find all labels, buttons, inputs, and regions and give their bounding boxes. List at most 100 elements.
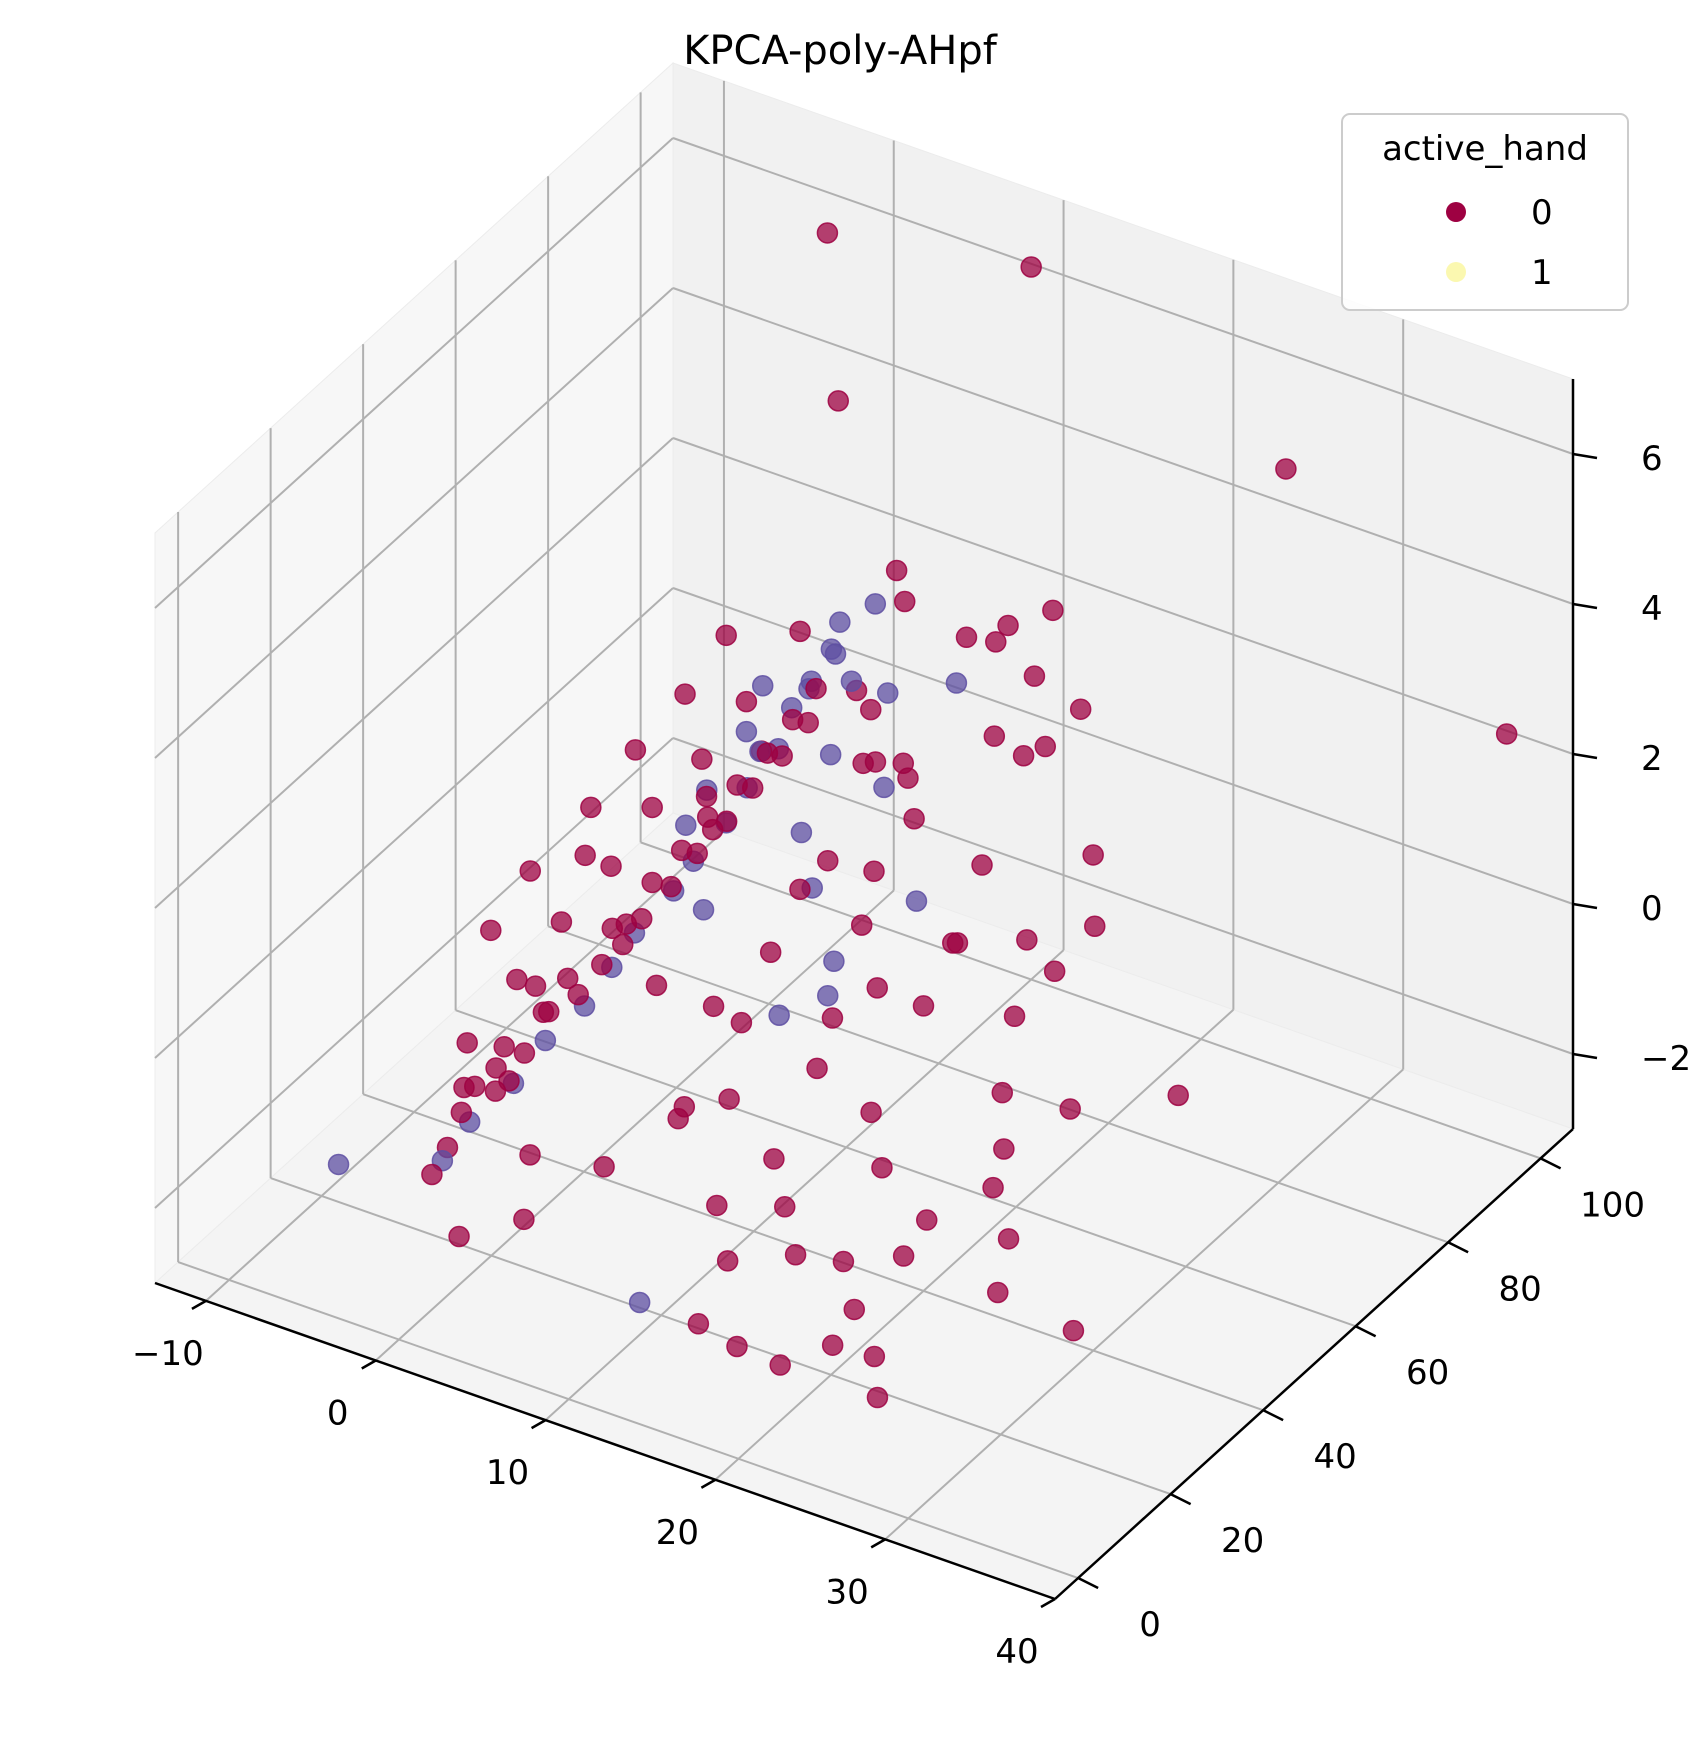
data-point-series-1 bbox=[840, 670, 863, 692]
z-tick bbox=[1572, 602, 1598, 610]
x-tick-label: 40 bbox=[995, 1632, 1038, 1672]
data-point-series-0 bbox=[615, 913, 638, 935]
data-point-series-0 bbox=[756, 742, 779, 764]
data-point-series-0 bbox=[574, 844, 596, 867]
data-point-series-0 bbox=[1023, 665, 1046, 687]
grid-y-floor bbox=[455, 1009, 1356, 1328]
data-point-series-1 bbox=[829, 611, 851, 633]
data-point-series-0 bbox=[624, 739, 647, 761]
data-point-series-0 bbox=[691, 748, 713, 770]
legend-label-1: 1 bbox=[1531, 253, 1553, 293]
grid-x-floor bbox=[714, 1009, 1235, 1481]
y-tick bbox=[1262, 1409, 1284, 1422]
data-point-series-0 bbox=[850, 914, 873, 936]
y-tick-label: 80 bbox=[1498, 1269, 1541, 1309]
legend-title: active_hand bbox=[1382, 129, 1588, 169]
data-point-series-0 bbox=[506, 968, 528, 991]
data-point-series-0 bbox=[450, 1101, 473, 1124]
grid-y-floor bbox=[362, 1093, 1264, 1412]
legend-marker-1 bbox=[1446, 262, 1466, 282]
data-point-series-0 bbox=[556, 967, 579, 990]
chart-points bbox=[327, 222, 1518, 1409]
data-point-series-0 bbox=[784, 1243, 807, 1266]
data-point-series-1 bbox=[534, 1029, 557, 1052]
data-point-series-1 bbox=[735, 720, 758, 743]
data-point-series-0 bbox=[893, 590, 916, 613]
data-point-series-0 bbox=[716, 1250, 739, 1272]
data-point-series-0 bbox=[580, 796, 602, 819]
data-point-series-0 bbox=[1016, 929, 1038, 951]
z-tick bbox=[1572, 452, 1598, 460]
data-point-series-1 bbox=[873, 776, 895, 799]
data-point-series-0 bbox=[524, 975, 547, 997]
data-point-series-0 bbox=[480, 919, 502, 942]
data-point-series-0 bbox=[493, 1035, 515, 1058]
data-point-series-0 bbox=[593, 1156, 615, 1178]
y-tick-label: 60 bbox=[1406, 1353, 1449, 1393]
data-point-series-0 bbox=[985, 631, 1007, 653]
data-point-series-0 bbox=[513, 1042, 536, 1064]
x-axis-line bbox=[154, 1281, 1056, 1601]
data-point-series-0 bbox=[485, 1057, 507, 1079]
grid-y-floor bbox=[270, 1177, 1171, 1496]
data-point-series-0 bbox=[670, 839, 693, 862]
chart-title: KPCA-poly-AHpf bbox=[683, 28, 998, 74]
data-point-series-0 bbox=[987, 1281, 1009, 1304]
data-point-series-0 bbox=[519, 1144, 541, 1166]
legend-marker-0 bbox=[1446, 202, 1466, 222]
y-axis-line bbox=[1054, 1128, 1574, 1600]
data-point-series-0 bbox=[827, 390, 850, 412]
data-point-series-0 bbox=[730, 1011, 753, 1034]
grid-z-back bbox=[672, 287, 1574, 605]
data-point-series-0 bbox=[667, 1107, 689, 1130]
x-tick-label: 30 bbox=[826, 1572, 869, 1612]
data-point-series-1 bbox=[819, 743, 842, 766]
data-point-series-0 bbox=[1167, 1084, 1189, 1107]
data-point-series-0 bbox=[993, 1138, 1015, 1160]
data-point-series-0 bbox=[866, 1386, 889, 1409]
grid-x-floor bbox=[884, 1068, 1404, 1541]
x-tick-label: 20 bbox=[656, 1513, 699, 1553]
data-point-series-0 bbox=[645, 974, 668, 997]
z-tick bbox=[1572, 752, 1598, 760]
z-tick-label: 2 bbox=[1641, 739, 1663, 779]
x-tick bbox=[361, 1359, 377, 1370]
data-point-series-1 bbox=[905, 890, 928, 912]
data-point-series-1 bbox=[945, 672, 968, 694]
data-point-series-0 bbox=[789, 878, 811, 901]
y-tick bbox=[1447, 1241, 1469, 1254]
x-tick bbox=[870, 1538, 886, 1549]
data-point-series-1 bbox=[823, 950, 845, 973]
data-point-series-0 bbox=[612, 933, 634, 956]
data-point-series-0 bbox=[997, 1228, 1020, 1250]
data-point-series-0 bbox=[687, 1313, 710, 1335]
z-tick-label: 6 bbox=[1641, 439, 1663, 479]
z-tick-label: −2 bbox=[1641, 1039, 1691, 1079]
data-point-series-0 bbox=[1082, 844, 1104, 866]
data-point-series-0 bbox=[567, 983, 589, 1006]
data-point-series-0 bbox=[532, 1001, 555, 1024]
data-point-series-0 bbox=[860, 1101, 882, 1124]
data-point-series-0 bbox=[789, 620, 811, 643]
data-point-series-0 bbox=[863, 1345, 886, 1368]
data-point-series-1 bbox=[327, 1153, 350, 1176]
data-point-series-0 bbox=[816, 222, 839, 244]
data-point-series-0 bbox=[456, 1032, 478, 1054]
y-tick bbox=[1170, 1492, 1192, 1506]
data-point-series-0 bbox=[641, 796, 663, 819]
data-point-series-0 bbox=[817, 849, 839, 872]
x-tick bbox=[700, 1478, 716, 1489]
data-point-series-0 bbox=[701, 818, 724, 841]
data-point-series-0 bbox=[860, 698, 882, 721]
data-point-series-0 bbox=[600, 855, 622, 877]
chart-axes: −10 0 10 20 30 40 0 20 40 60 80 100 −2 0 2 4 6 bbox=[132, 379, 1691, 1672]
data-point-series-0 bbox=[1059, 1098, 1081, 1120]
data-point-series-1 bbox=[751, 675, 774, 697]
grid-y-floor bbox=[177, 1261, 1079, 1579]
data-point-series-1 bbox=[628, 1291, 651, 1314]
grid-z-left bbox=[154, 587, 674, 1059]
x-tick bbox=[530, 1419, 547, 1430]
x-tick-label: 10 bbox=[486, 1453, 529, 1493]
x-tick-label: 0 bbox=[327, 1394, 349, 1434]
data-point-series-0 bbox=[852, 752, 874, 775]
